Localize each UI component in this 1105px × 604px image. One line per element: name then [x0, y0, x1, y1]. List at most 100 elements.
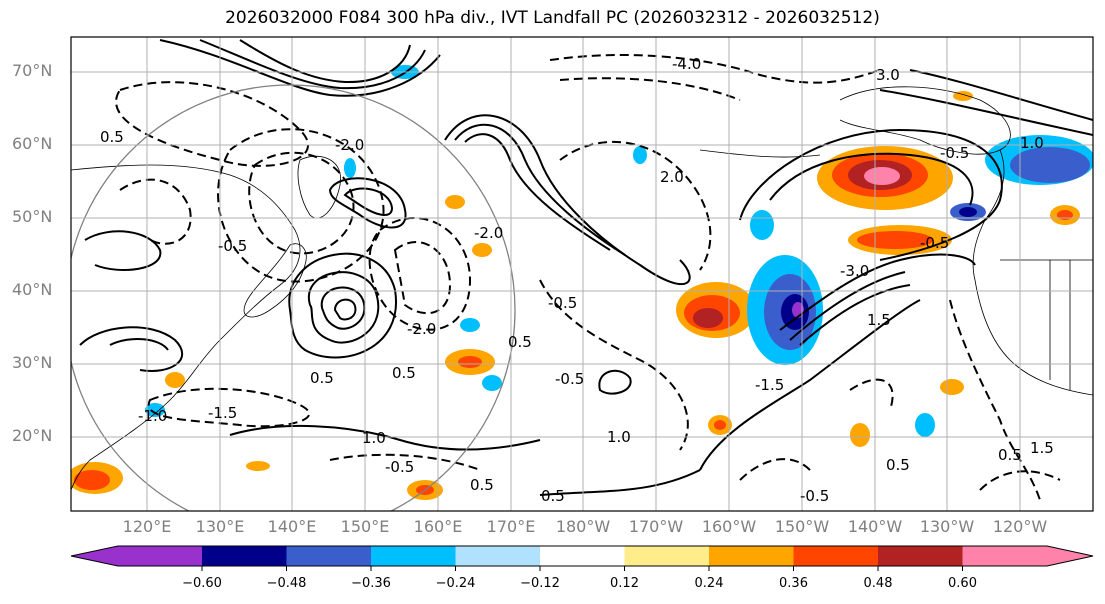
contour-label: -1.5	[755, 376, 784, 394]
contour-line	[559, 77, 741, 101]
contour-label: -0.5	[800, 487, 829, 505]
contour-line	[444, 114, 691, 286]
contour-line	[789, 271, 906, 341]
contour-line	[239, 39, 411, 84]
lon-label-150w: 150°W	[774, 517, 830, 536]
contour-line	[549, 54, 881, 84]
contour-line	[464, 133, 611, 251]
contour-label: 1.0	[1020, 134, 1044, 152]
contour-line	[199, 39, 426, 90]
colorbar-segment-6	[624, 546, 709, 566]
contour-label: -3.0	[840, 262, 869, 280]
contour-label: 0.5	[886, 456, 910, 474]
contour-line	[979, 470, 1061, 491]
contour-line	[84, 230, 162, 271]
contour-label: -2.0	[407, 320, 436, 338]
lat-label-30n: 30°N	[12, 353, 53, 372]
contour-label: 0.5	[541, 487, 565, 505]
colorbar-tick-label: 0.60	[948, 576, 977, 591]
contour-line	[109, 338, 169, 351]
colorbar-segment-8	[793, 546, 878, 566]
lon-label-160e: 160°E	[413, 517, 463, 536]
lat-label-70n: 70°N	[12, 61, 53, 80]
coastlines	[71, 86, 1093, 491]
lon-label-140w: 140°W	[847, 517, 903, 536]
contour-label: -0.5	[548, 294, 577, 312]
negative-anomaly-region	[750, 210, 774, 240]
colorbar-tick-label: −0.48	[266, 576, 307, 591]
colorbar-segment-5	[540, 546, 625, 566]
contour-label: 1.0	[362, 429, 386, 447]
contour-label: -0.5	[920, 234, 949, 252]
positive-anomaly-region	[246, 461, 270, 471]
positive-anomaly-region	[864, 167, 900, 185]
contour-label: 3.0	[876, 66, 900, 84]
contour-label: -0.5	[385, 458, 414, 476]
lon-label-130e: 130°E	[195, 517, 245, 536]
colorbar	[70, 545, 1094, 571]
contour-line	[328, 177, 407, 229]
colorbar-segment-0	[71, 546, 202, 566]
positive-anomaly-region	[940, 379, 964, 395]
divergence-contours-negative	[115, 54, 1061, 501]
kamchatka-coastline	[297, 155, 342, 219]
colorbar-tick-label: 0.24	[694, 576, 724, 591]
contour-label: -0.5	[940, 144, 969, 162]
lon-label-170w: 170°W	[628, 517, 684, 536]
contour-label: -4.0	[672, 55, 701, 73]
contour-line	[159, 39, 441, 97]
contour-label: 0.5	[470, 476, 494, 494]
colorbar-segment-7	[709, 546, 794, 566]
lat-label-50n: 50°N	[12, 207, 53, 226]
positive-anomaly-region	[714, 420, 726, 430]
contour-label: 0.5	[392, 364, 416, 382]
positive-anomaly-region	[458, 356, 482, 368]
positive-anomaly-region	[857, 231, 933, 249]
contour-label: 1.0	[607, 428, 631, 446]
lon-label-160w: 160°W	[701, 517, 757, 536]
negative-anomaly-region	[915, 413, 935, 437]
colorbar-tick-label: 0.48	[863, 576, 893, 591]
lat-label-40n: 40°N	[12, 280, 53, 299]
contour-line	[739, 458, 811, 481]
contour-label: 2.0	[660, 168, 684, 186]
contour-label: -1.5	[208, 404, 237, 422]
contour-line	[368, 217, 472, 331]
gridlines	[71, 37, 1093, 511]
lon-label-130w: 130°W	[919, 517, 975, 536]
contour-line	[539, 469, 701, 496]
contour-line	[949, 299, 1041, 501]
north-america-coastline	[972, 149, 1093, 396]
colorbar-tick-label: −0.12	[520, 576, 560, 591]
map-area: 0.5 0.5 0.5 0.5 -0.5 -0.5 -0.5 -0.5 -0.5…	[71, 37, 1093, 511]
negative-anomaly-region	[1010, 147, 1090, 183]
contour-line	[849, 378, 894, 411]
contour-label: -1.0	[138, 407, 167, 425]
asia-coastline	[71, 164, 301, 491]
contour-line	[115, 81, 309, 167]
lat-label-20n: 20°N	[12, 426, 53, 445]
negative-anomaly-region	[145, 403, 165, 417]
lon-label-140e: 140°E	[267, 517, 317, 536]
lon-label-170e: 170°E	[486, 517, 536, 536]
colorbar-tick-label: −0.60	[182, 576, 222, 591]
contour-label: -2.0	[474, 224, 503, 242]
contour-line	[79, 326, 183, 372]
contour-label: 0.5	[998, 446, 1022, 464]
positive-anomaly-region	[74, 470, 110, 490]
positive-anomaly-region	[850, 423, 870, 447]
alaska-coastline	[839, 86, 1011, 155]
colorbar-segment-10	[962, 546, 1093, 566]
contour-line	[288, 252, 398, 359]
colorbar-segment-3	[371, 546, 456, 566]
japan-coastline	[243, 243, 307, 318]
contour-label: 1.5	[1030, 439, 1054, 457]
colorbar-segment-4	[455, 546, 540, 566]
lat-label-60n: 60°N	[12, 134, 53, 153]
colorbar-tick-label: 0.12	[610, 576, 639, 591]
aleutian-islands	[699, 149, 821, 158]
contour-line	[393, 241, 452, 315]
contour-label: -0.5	[555, 370, 584, 388]
colorbar-tick-label: −0.36	[351, 576, 391, 591]
